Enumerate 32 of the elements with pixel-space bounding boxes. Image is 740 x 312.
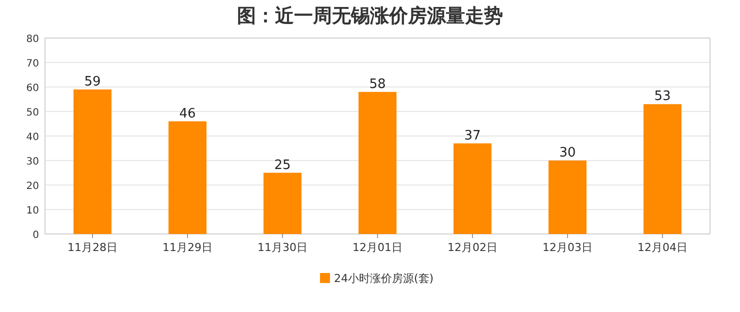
y-tick-label: 10 [26,206,39,216]
data-label: 58 [369,76,386,92]
x-tick-label: 12月02日 [448,241,498,254]
y-tick-label: 0 [32,230,39,241]
y-tick-label: 50 [26,108,39,118]
bar [264,172,302,234]
data-label: 53 [654,89,671,104]
data-label: 59 [84,74,101,90]
data-label: 30 [559,146,576,160]
bar [454,143,492,234]
bar [358,92,396,234]
bar [548,160,586,234]
x-tick-label: 11月29日 [162,241,212,254]
y-tick-label: 40 [26,132,39,143]
x-tick-label: 12月01日 [352,241,402,254]
y-tick-label: 80 [26,34,39,45]
x-tick-label: 12月04日 [638,241,688,254]
x-tick-label: 11月28日 [68,241,118,254]
data-label: 46 [179,106,196,122]
x-tick-label: 12月03日 [542,241,592,254]
bar [168,121,206,234]
data-label: 37 [464,128,481,144]
x-tick-label: 11月30日 [258,241,308,254]
chart-title: 图：近一周无锡涨价房源量走势 [237,5,503,27]
bar [74,89,112,234]
y-tick-label: 60 [26,83,39,94]
legend-label: 24小时涨价房源(套) [334,272,434,285]
y-tick-label: 30 [26,156,39,168]
y-tick-label: 20 [26,181,39,192]
data-label: 25 [274,158,291,173]
bar [644,104,682,234]
y-tick-label: 70 [26,58,39,70]
